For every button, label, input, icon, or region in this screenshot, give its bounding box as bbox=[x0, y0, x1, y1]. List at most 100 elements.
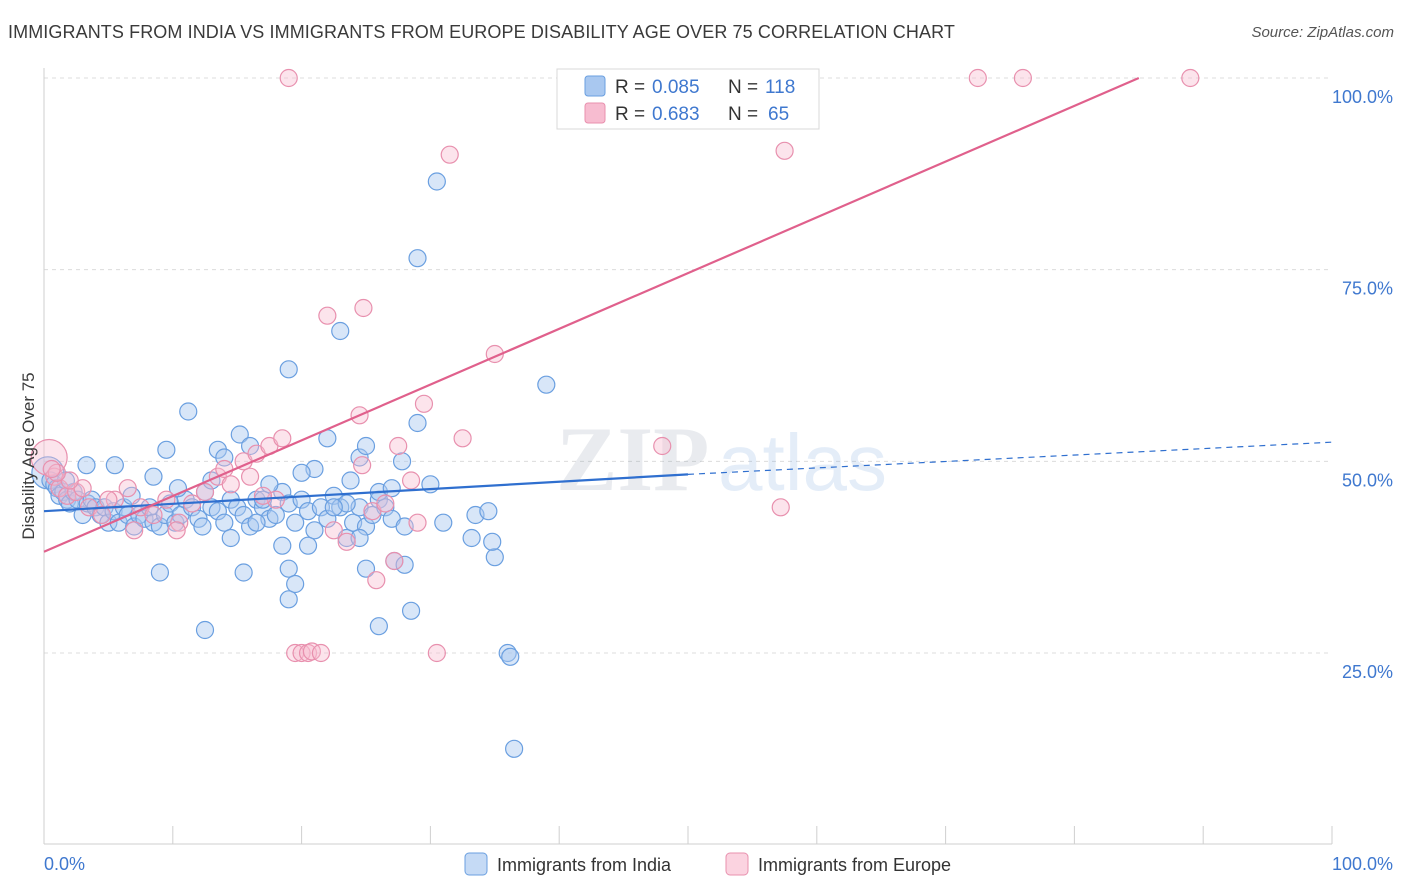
india-point bbox=[193, 517, 212, 536]
india-point bbox=[298, 536, 318, 555]
legend-bottom-swatch-europe bbox=[725, 852, 749, 876]
india-point bbox=[144, 467, 163, 486]
europe-point bbox=[775, 141, 794, 160]
watermark-atlas: atlas bbox=[718, 418, 887, 507]
india-point bbox=[279, 590, 298, 609]
y-tick-labels: 100.0% 75.0% 50.0% 25.0% bbox=[1332, 87, 1393, 682]
india-point bbox=[221, 528, 240, 548]
legend-swatch-india bbox=[584, 75, 606, 97]
x-tick-label-max: 100.0% bbox=[1332, 854, 1393, 874]
legend-bottom-europe-label: Immigrants from Europe bbox=[758, 855, 951, 875]
europe-point bbox=[311, 643, 331, 663]
india-point bbox=[483, 532, 502, 551]
legend-swatch-europe bbox=[584, 102, 606, 124]
watermark-zip: ZIP bbox=[556, 408, 709, 510]
india-point bbox=[286, 574, 305, 594]
europe-point bbox=[1181, 68, 1200, 88]
europe-point bbox=[324, 521, 343, 540]
india-point bbox=[157, 440, 176, 459]
india-point bbox=[462, 528, 481, 548]
india-point bbox=[311, 498, 331, 517]
europe-point bbox=[353, 456, 372, 475]
india-point bbox=[125, 517, 144, 536]
europe-point bbox=[968, 68, 987, 88]
europe-point bbox=[273, 429, 292, 448]
india-point bbox=[292, 463, 311, 482]
india-point bbox=[105, 456, 124, 475]
india-point bbox=[234, 563, 253, 582]
europe-point bbox=[167, 521, 186, 540]
india-point bbox=[135, 509, 154, 528]
y-tick-label: 25.0% bbox=[1342, 662, 1393, 682]
india-point bbox=[382, 479, 401, 498]
y-axis-title: Disability Age Over 75 bbox=[19, 372, 38, 539]
legend-europe-r-value: 0.683 bbox=[652, 104, 700, 125]
india-point bbox=[260, 475, 279, 494]
india-point bbox=[395, 555, 414, 574]
india-point bbox=[485, 548, 504, 567]
europe-point bbox=[302, 642, 322, 661]
india-point bbox=[369, 617, 388, 636]
india-point bbox=[279, 559, 298, 578]
india-point bbox=[537, 375, 556, 394]
europe-point bbox=[653, 436, 672, 456]
legend-europe-n-value: 65 bbox=[768, 104, 789, 125]
india-point bbox=[356, 436, 376, 456]
india-trend-extension bbox=[687, 441, 1333, 475]
europe-point bbox=[401, 471, 421, 490]
india-point bbox=[273, 536, 292, 555]
india-point bbox=[195, 620, 215, 640]
europe-point bbox=[58, 486, 77, 505]
legend-india-r-label: R = bbox=[615, 77, 645, 98]
chart-title: IMMIGRANTS FROM INDIA VS IMMIGRANTS FROM… bbox=[8, 22, 955, 42]
legend-india-r-value: 0.085 bbox=[652, 77, 700, 98]
europe-point bbox=[408, 513, 427, 532]
europe-point bbox=[42, 459, 61, 479]
india-points bbox=[31, 172, 556, 758]
india-point bbox=[266, 505, 285, 525]
europe-point bbox=[354, 298, 373, 318]
legend-india-n-label: N = bbox=[728, 77, 758, 98]
europe-point bbox=[389, 436, 408, 456]
legend-bottom-india-label: Immigrants from India bbox=[497, 855, 672, 875]
europe-point bbox=[771, 498, 790, 517]
india-point bbox=[279, 360, 298, 379]
india-point bbox=[434, 513, 453, 532]
europe-point bbox=[144, 505, 163, 525]
india-point bbox=[208, 502, 227, 521]
europe-point bbox=[367, 571, 386, 590]
watermark: ZIP atlas bbox=[556, 408, 887, 510]
india-point bbox=[356, 517, 376, 536]
europe-point bbox=[221, 475, 240, 494]
india-point bbox=[356, 559, 376, 578]
europe-point bbox=[1013, 68, 1032, 88]
trend-lines bbox=[43, 76, 1333, 553]
india-point bbox=[305, 521, 324, 540]
europe-point bbox=[99, 490, 118, 509]
india-point bbox=[318, 509, 337, 528]
europe-point bbox=[337, 532, 356, 551]
india-point bbox=[331, 321, 350, 341]
india-point bbox=[230, 425, 249, 444]
europe-points bbox=[30, 68, 1200, 663]
india-point bbox=[408, 249, 427, 268]
india-point bbox=[286, 513, 305, 532]
europe-point bbox=[376, 494, 395, 513]
europe-point bbox=[253, 486, 273, 505]
legend-bottom-swatch-india bbox=[464, 852, 488, 876]
legend-europe-n-label: N = bbox=[728, 104, 758, 125]
india-point bbox=[215, 513, 234, 532]
india-point bbox=[324, 498, 343, 517]
europe-point bbox=[92, 505, 112, 525]
source-label: Source: ZipAtlas.com bbox=[1251, 24, 1394, 41]
india-point bbox=[501, 647, 520, 666]
europe-point bbox=[279, 68, 298, 88]
y-tick-label: 75.0% bbox=[1342, 279, 1393, 299]
india-point bbox=[150, 563, 170, 582]
europe-point bbox=[318, 306, 337, 325]
europe-point bbox=[118, 479, 137, 498]
europe-point bbox=[440, 145, 459, 164]
india-point bbox=[392, 452, 412, 471]
india-point bbox=[341, 471, 360, 490]
